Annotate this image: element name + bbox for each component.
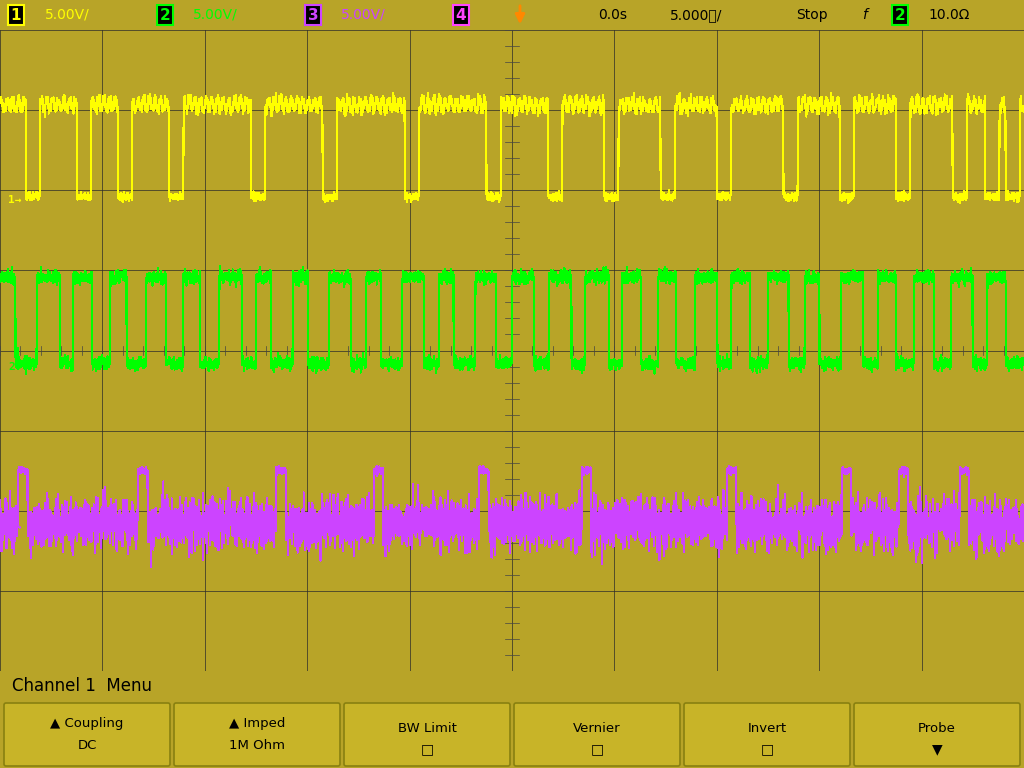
Text: 5.000㎡/: 5.000㎡/ (670, 8, 722, 22)
Text: 2→: 2→ (8, 362, 22, 372)
Text: 2: 2 (160, 8, 170, 22)
Text: Invert: Invert (748, 722, 786, 735)
FancyBboxPatch shape (684, 703, 850, 766)
Text: □: □ (421, 742, 433, 756)
Text: BW Limit: BW Limit (397, 722, 457, 735)
Text: 5.00V/: 5.00V/ (341, 8, 386, 22)
Text: 10.0Ω: 10.0Ω (928, 8, 970, 22)
Text: 1M Ohm: 1M Ohm (229, 739, 285, 752)
Text: ▲ Coupling: ▲ Coupling (50, 717, 124, 730)
FancyBboxPatch shape (854, 703, 1020, 766)
Text: 3→: 3→ (8, 521, 22, 531)
FancyBboxPatch shape (4, 703, 170, 766)
Text: 5.00V/: 5.00V/ (45, 8, 90, 22)
Text: □: □ (591, 742, 603, 756)
Text: 1→: 1→ (8, 195, 22, 205)
Text: Channel 1  Menu: Channel 1 Menu (12, 677, 153, 695)
Text: □: □ (761, 742, 773, 756)
Text: Vernier: Vernier (573, 722, 621, 735)
FancyBboxPatch shape (344, 703, 510, 766)
Text: 4: 4 (456, 8, 466, 22)
Text: DC: DC (78, 739, 96, 752)
Text: 2: 2 (895, 8, 905, 22)
Text: Probe: Probe (919, 722, 956, 735)
FancyBboxPatch shape (514, 703, 680, 766)
Text: f: f (862, 8, 867, 22)
Text: 0.0s: 0.0s (598, 8, 627, 22)
Text: 3: 3 (307, 8, 318, 22)
FancyBboxPatch shape (174, 703, 340, 766)
Text: ▼: ▼ (932, 742, 942, 756)
Text: ▲ Imped: ▲ Imped (228, 717, 286, 730)
Text: 5.00V/: 5.00V/ (193, 8, 238, 22)
Text: 1: 1 (10, 8, 22, 22)
Text: Stop: Stop (796, 8, 827, 22)
